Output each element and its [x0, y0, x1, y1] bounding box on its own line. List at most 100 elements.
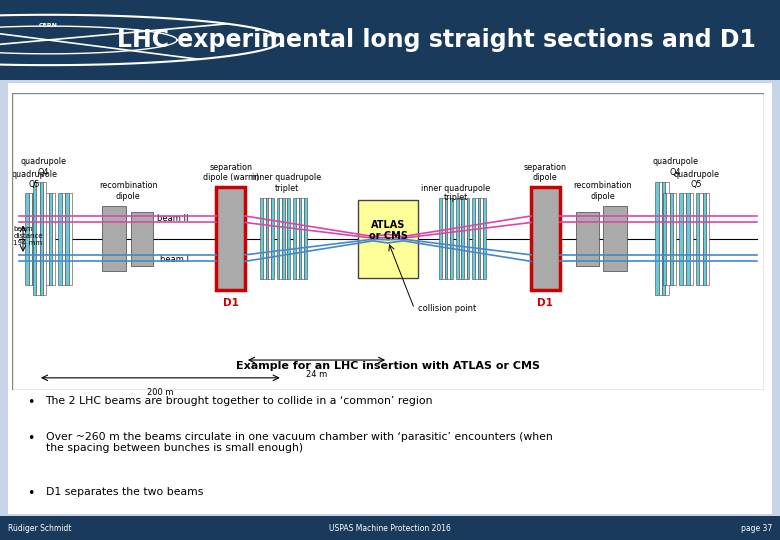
Bar — [48, 193, 52, 285]
Bar — [277, 198, 279, 279]
Text: quadrupole
Q4: quadrupole Q4 — [653, 157, 699, 177]
Bar — [260, 198, 263, 279]
Text: D1 separates the two beams: D1 separates the two beams — [45, 487, 203, 497]
Bar — [279, 198, 282, 279]
Bar — [706, 193, 710, 285]
Bar — [456, 198, 459, 279]
Text: collision point: collision point — [418, 304, 477, 313]
Text: ATLAS
or CMS: ATLAS or CMS — [369, 220, 407, 241]
Bar — [45, 193, 48, 285]
Text: separation
dipole: separation dipole — [524, 163, 567, 182]
Bar — [62, 193, 66, 285]
Bar — [445, 198, 448, 279]
Bar — [268, 198, 271, 279]
Bar — [700, 193, 703, 285]
Bar — [32, 193, 35, 285]
Bar — [29, 193, 32, 285]
Bar — [466, 198, 470, 279]
Text: 200 m: 200 m — [147, 388, 174, 396]
Bar — [673, 193, 676, 285]
Text: D1: D1 — [223, 298, 239, 308]
Text: inner quadrupole
triplet: inner quadrupole triplet — [252, 173, 321, 193]
Bar — [459, 198, 461, 279]
Bar — [658, 182, 662, 295]
Bar — [285, 198, 288, 279]
Bar — [663, 193, 666, 285]
Bar — [461, 198, 464, 279]
Text: recombination
dipole: recombination dipole — [573, 181, 632, 201]
Bar — [42, 193, 45, 285]
Bar — [66, 193, 69, 285]
Text: LHC experimental long straight sections and D1: LHC experimental long straight sections … — [117, 28, 757, 52]
Text: separation
dipole (warm): separation dipole (warm) — [203, 163, 259, 182]
Text: Rüdiger Schmidt: Rüdiger Schmidt — [8, 524, 71, 532]
Bar — [36, 182, 40, 295]
Bar — [216, 187, 245, 290]
Text: quadrupole
Q5: quadrupole Q5 — [674, 170, 720, 189]
Bar — [282, 198, 285, 279]
Text: CERN: CERN — [39, 23, 58, 28]
Bar — [35, 193, 39, 285]
Bar — [448, 198, 450, 279]
Bar — [265, 198, 268, 279]
Bar — [665, 182, 668, 295]
Text: The 2 LHC beams are brought together to collide in a ‘common’ region: The 2 LHC beams are brought together to … — [45, 396, 433, 406]
Text: D1: D1 — [537, 298, 553, 308]
Bar — [666, 193, 669, 285]
Bar — [473, 198, 475, 279]
Bar — [531, 187, 560, 290]
Bar — [293, 198, 296, 279]
Text: 24 m: 24 m — [306, 370, 327, 379]
Bar — [301, 198, 304, 279]
Text: •: • — [27, 431, 34, 444]
Bar — [655, 182, 658, 295]
Text: •: • — [27, 396, 34, 409]
Text: USPAS Machine Protection 2016: USPAS Machine Protection 2016 — [329, 524, 451, 532]
Bar — [288, 198, 290, 279]
Bar — [478, 198, 480, 279]
Bar — [696, 193, 700, 285]
Bar — [442, 198, 445, 279]
Text: Example for an LHC insertion with ATLAS or CMS: Example for an LHC insertion with ATLAS … — [236, 361, 540, 371]
Bar — [603, 206, 627, 271]
Text: quadrupole
Q4: quadrupole Q4 — [20, 157, 66, 177]
Bar — [25, 193, 29, 285]
Bar — [263, 198, 265, 279]
Bar — [33, 182, 36, 295]
Text: recombination
dipole: recombination dipole — [99, 181, 158, 201]
Bar — [669, 193, 673, 285]
Bar — [69, 193, 72, 285]
Bar — [102, 206, 126, 271]
Text: beam II: beam II — [157, 214, 189, 222]
Bar — [690, 193, 693, 285]
Bar — [304, 198, 307, 279]
Bar — [475, 198, 478, 279]
Text: triplet: triplet — [444, 193, 468, 202]
Text: •: • — [27, 487, 34, 500]
Text: beam
distance
194 mm: beam distance 194 mm — [13, 226, 43, 246]
Bar — [296, 198, 299, 279]
Bar — [464, 198, 466, 279]
Bar — [686, 193, 690, 285]
Bar — [679, 193, 682, 285]
Bar — [299, 198, 301, 279]
Bar — [439, 198, 442, 279]
Bar — [450, 198, 452, 279]
Text: page 37: page 37 — [741, 524, 772, 532]
Text: beam I: beam I — [160, 255, 189, 264]
Bar — [480, 198, 483, 279]
Bar — [358, 200, 418, 278]
Bar — [662, 182, 665, 295]
Bar — [703, 193, 706, 285]
Text: quadrupole
Q5: quadrupole Q5 — [11, 170, 57, 189]
Bar — [43, 182, 46, 295]
Bar — [682, 193, 686, 285]
Bar — [130, 212, 153, 266]
Bar — [271, 198, 274, 279]
Bar — [58, 193, 62, 285]
Bar — [483, 198, 486, 279]
Text: Over ~260 m the beams circulate in one vacuum chamber with ‘parasitic’ encounter: Over ~260 m the beams circulate in one v… — [45, 431, 552, 453]
Bar — [52, 193, 55, 285]
Bar — [576, 212, 599, 266]
Bar — [40, 182, 43, 295]
